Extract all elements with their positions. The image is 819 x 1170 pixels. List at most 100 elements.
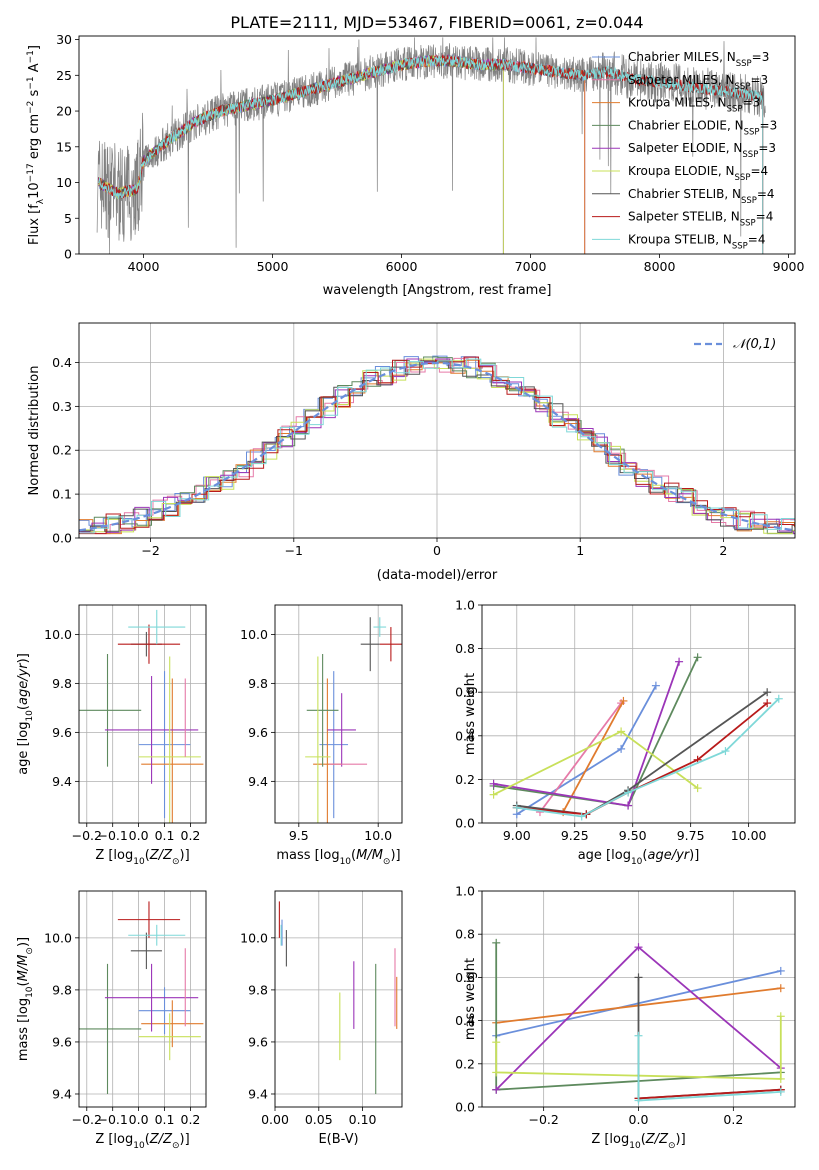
legend-label: Salpeter ELODIE, NSSP=3 xyxy=(628,141,776,160)
legend-label-main: Chabrier ELODIE, N xyxy=(628,118,744,132)
axes-frame xyxy=(78,35,796,255)
legend-label-sub: SSP xyxy=(735,82,751,92)
residual-histogram-chabrier_elodie xyxy=(79,356,795,535)
x-tick-label: 0.0 xyxy=(129,1112,149,1127)
y-tick-label: 9.4 xyxy=(248,1086,268,1101)
weight-line xyxy=(493,661,680,807)
residual-histogram-chabrier_stelib xyxy=(79,360,795,533)
legend-label: Chabrier MILES, NSSP=3 xyxy=(628,50,769,69)
label-part: 10 xyxy=(340,857,352,867)
figure-title: PLATE=2111, MJD=53467, FIBERID=0061, z=0… xyxy=(230,13,643,32)
label-part: )] xyxy=(16,653,31,663)
x-axis-label: mass [log10(M/M⊙)] xyxy=(276,848,400,867)
legend-label: Salpeter MILES, NSSP=3 xyxy=(628,73,768,92)
label-part: 10 xyxy=(25,986,35,998)
residual-histogram-kroupa_stelib xyxy=(79,358,795,534)
y-tick-label: 9.6 xyxy=(248,1034,268,1049)
x-tick-label: 8000 xyxy=(644,259,676,274)
y-tick-label: 1.0 xyxy=(455,598,475,613)
legend-label: Salpeter STELIB, NSSP=4 xyxy=(628,210,773,229)
label-part: Z/Z xyxy=(645,1132,669,1147)
residuals-panel: −2 −1 0 1 2 0.0 0.1 0.2 0.3 0.4 𝒩(0,1) (data-model)… xyxy=(27,322,796,583)
x-tick-label: 0 xyxy=(433,543,441,558)
y-tick-label: 1.0 xyxy=(455,884,475,899)
y-tick-label: 0.6 xyxy=(455,685,475,700)
x-tick-label: 5000 xyxy=(257,259,289,274)
y-tick-label: 9.6 xyxy=(52,725,72,740)
x-axis-label: E(B-V) xyxy=(318,1132,358,1147)
age_vs_Z-plot-area xyxy=(79,605,206,823)
weight-line xyxy=(562,700,625,813)
x-tick-label: 4000 xyxy=(128,259,160,274)
label-part: age/yr xyxy=(647,848,690,863)
x-tick-label: −0.2 xyxy=(72,1112,102,1127)
y-axis-label: mass weight xyxy=(463,958,478,1040)
x-tick-label: −2 xyxy=(141,543,159,558)
label-part: 10 xyxy=(629,1141,641,1151)
y-tick-label: 10.0 xyxy=(240,930,268,945)
label-part: ( xyxy=(642,848,647,863)
age_vs_mass-plot-area xyxy=(275,605,402,823)
x-tick-label: 0.1 xyxy=(155,828,175,843)
label-part: M/M xyxy=(16,955,31,982)
x-tick-label: 1 xyxy=(576,543,584,558)
y-tick-label: 5 xyxy=(64,211,72,226)
x-tick-label: −0.2 xyxy=(72,828,102,843)
x-axis-label: age [log10(age/yr)] xyxy=(578,848,700,867)
legend-label-sub: SSP xyxy=(735,173,751,183)
x-axis-label: Z [log10(Z/Z⊙)] xyxy=(95,848,189,867)
label-part: )] xyxy=(689,848,699,863)
y-tick-label: 0.4 xyxy=(455,728,475,743)
weight-line xyxy=(516,698,780,818)
axes-frame xyxy=(78,604,207,824)
axes-frame xyxy=(481,604,796,824)
x-tick-label: −1 xyxy=(285,543,303,558)
y-tick-label: 0.0 xyxy=(52,531,72,546)
residual-histogram-salpeter_miles xyxy=(81,357,795,535)
x-tick-label: 9.75 xyxy=(677,828,705,843)
model-spectrum-kroupa_stelib xyxy=(97,54,764,254)
label-part: )] xyxy=(16,937,31,947)
label-part: mass [log xyxy=(16,998,31,1061)
x-tick-label: −0.1 xyxy=(98,1112,128,1127)
label-part: age [log xyxy=(16,722,31,775)
y-tick-label: 0.3 xyxy=(52,399,72,414)
weight-line xyxy=(493,656,699,807)
label-part: λ xyxy=(36,198,46,204)
y-tick-label: 10 xyxy=(56,175,72,190)
y-tick-label: 0.6 xyxy=(455,970,475,985)
x-tick-label: 2 xyxy=(719,543,727,558)
label-part: ⊙ xyxy=(383,857,391,867)
label-part: ] xyxy=(27,45,42,50)
y-tick-label: 10.0 xyxy=(44,627,72,642)
x-tick-label: 10.0 xyxy=(364,828,392,843)
age_vs_mass-panel: 9.5 10.0 9.4 9.6 9.8 10.0 mass [log10(M/M⊙)] xyxy=(240,604,403,867)
legend-label-value: =4 xyxy=(748,232,766,246)
label-part: Z [log xyxy=(95,848,133,863)
x-tick-label: 0.0 xyxy=(629,1112,649,1127)
y-tick-label: 9.8 xyxy=(52,982,72,997)
y-tick-label: 9.8 xyxy=(248,982,268,997)
x-axis-label: Z [log10(Z/Z⊙)] xyxy=(95,1132,189,1151)
legend-label-sub: SSP xyxy=(742,150,758,160)
label-part: 10 xyxy=(27,182,42,199)
y-tick-label: 9.6 xyxy=(248,725,268,740)
y-axis-label: age [log10(age/yr)] xyxy=(16,653,35,775)
label-part: Z [log xyxy=(591,1132,629,1147)
legend-label: 𝒩(0,1) xyxy=(733,337,776,352)
label-part: ⊙ xyxy=(25,947,35,955)
label-part: age [log xyxy=(578,848,631,863)
label-part: −2 xyxy=(26,101,36,114)
legend-label-value: =3 xyxy=(743,96,761,110)
label-part: ⊙ xyxy=(668,1141,676,1151)
weight-line xyxy=(638,1088,781,1100)
y-tick-label: 9.4 xyxy=(248,774,268,789)
y-tick-label: 0 xyxy=(64,247,72,262)
label-part: E(B-V) xyxy=(318,1132,358,1147)
axes-frame xyxy=(78,890,207,1108)
label-part: ( xyxy=(16,981,31,986)
y-tick-label: 9.8 xyxy=(52,676,72,691)
y-tick-label: 9.4 xyxy=(52,1086,72,1101)
y-tick-label: 25 xyxy=(56,68,72,83)
x-axis-label: (data-model)/error xyxy=(377,568,498,583)
